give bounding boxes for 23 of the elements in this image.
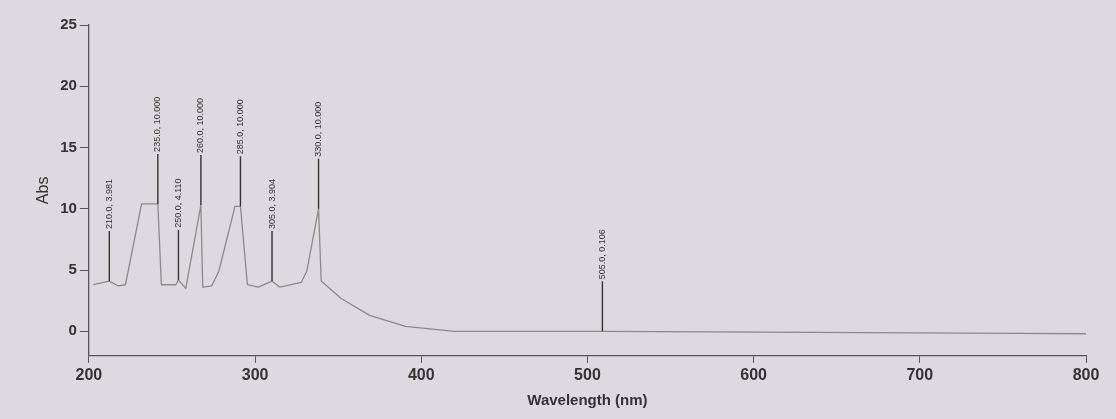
x-tick-label: 800 [1072,365,1100,383]
annotation: 235.0, 10.000 [152,96,163,152]
x-tick-label: 200 [75,365,103,383]
x-tick-label: 300 [241,365,269,383]
annotation: 330.0, 10.000 [313,101,324,157]
x-tick-label: 400 [407,365,435,383]
y-tick-label: 15 [60,137,77,155]
y-tick-label: 10 [60,198,77,216]
y-tick-label: 0 [68,321,77,339]
x-tick-label: 700 [906,365,934,383]
y-tick-label: 5 [68,260,77,278]
annotation: 285.0, 10.000 [234,99,245,155]
annotation: 305.0, 3.904 [266,179,277,230]
y-axis-title: Abs [34,176,52,205]
y-tick-label: 25 [60,15,77,33]
annotation: 260.0, 10.000 [195,98,206,154]
x-axis-title: Wavelength (nm) [527,391,648,409]
annotation: 505.0, 0.106 [596,229,607,280]
x-tick-label: 500 [574,365,601,383]
annotation: 250.0, 4.110 [172,178,183,228]
x-tick-label: 600 [740,365,768,383]
annotation: 210.0, 3.981 [103,179,114,230]
y-tick-label: 20 [60,76,77,94]
